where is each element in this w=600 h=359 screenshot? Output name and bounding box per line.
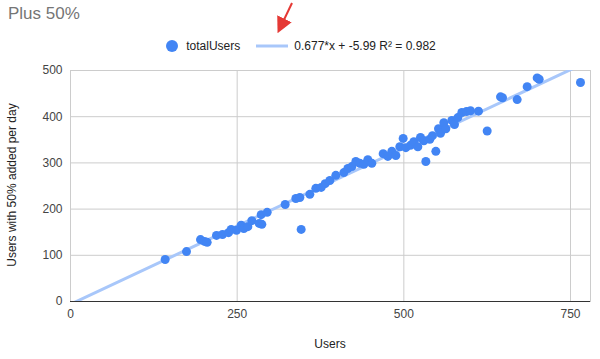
svg-text:0: 0 <box>67 307 74 321</box>
html-text:Plus 50%: Plus 50% <box>8 4 80 23</box>
svg-text:100: 100 <box>42 248 62 262</box>
html-text:Users with 50% added per day: Users with 50% added per day <box>5 103 19 267</box>
html-text:totalUsers: totalUsers <box>186 39 241 53</box>
svg-text:300: 300 <box>42 156 62 170</box>
svg-text:500: 500 <box>42 63 62 77</box>
html-text:Users: Users <box>314 337 346 351</box>
svg-text:200: 200 <box>42 202 62 216</box>
svg-text:250: 250 <box>227 307 247 321</box>
svg-text:0: 0 <box>56 294 63 308</box>
svg-text:400: 400 <box>42 110 62 124</box>
html-text:0.677*x + -5.99 R² = 0.982: 0.677*x + -5.99 R² = 0.982 <box>294 39 436 53</box>
svg-text:750: 750 <box>560 307 580 321</box>
svg-text:500: 500 <box>394 307 414 321</box>
